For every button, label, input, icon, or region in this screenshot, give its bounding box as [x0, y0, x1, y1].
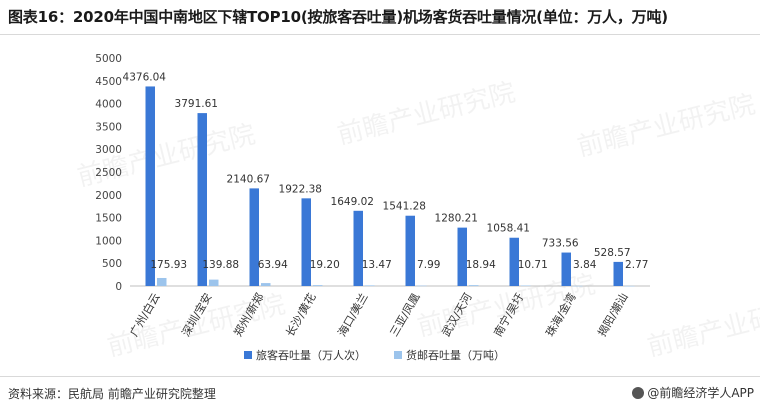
- passenger-bar: [457, 227, 467, 286]
- passenger-bar: [353, 210, 363, 286]
- y-tick-label: 2000: [95, 190, 122, 202]
- passenger-value-label: 4376.04: [123, 71, 167, 83]
- y-tick-label: 1000: [95, 235, 122, 247]
- footer: 资料来源：民航局 前瞻产业研究院整理 @前瞻经济学人APP: [0, 376, 760, 411]
- passenger-value-label: 2140.67: [227, 173, 270, 185]
- cargo-bar: [417, 285, 427, 287]
- passenger-bar: [197, 113, 207, 286]
- passenger-bar: [509, 237, 519, 286]
- y-tick-label: 3000: [95, 144, 122, 156]
- y-tick-label: 4500: [95, 76, 122, 88]
- passenger-value-label: 1922.38: [279, 183, 322, 195]
- passenger-value-label: 1649.02: [331, 196, 374, 208]
- source-note: 资料来源：民航局 前瞻产业研究院整理: [8, 387, 216, 401]
- legend-swatch-cargo: [394, 351, 402, 359]
- y-tick-label: 1500: [95, 213, 122, 225]
- cargo-value-label: 3.84: [573, 259, 597, 271]
- cargo-value-label: 19.20: [310, 259, 340, 271]
- brand-text: @前瞻经济学人APP: [647, 386, 754, 400]
- cargo-value-label: 18.94: [466, 259, 496, 271]
- title-divider: [0, 34, 760, 35]
- cargo-value-label: 2.77: [625, 259, 648, 271]
- y-tick-label: 0: [115, 281, 122, 293]
- passenger-bar: [561, 252, 571, 286]
- y-tick-label: 5000: [95, 53, 122, 65]
- y-tick-label: 2500: [95, 167, 122, 179]
- cargo-value-label: 175.93: [150, 259, 187, 271]
- legend-swatch-passenger: [244, 351, 252, 359]
- cargo-value-label: 13.47: [362, 259, 392, 271]
- y-tick-label: 3500: [95, 121, 122, 133]
- passenger-value-label: 528.57: [594, 247, 631, 259]
- watermark-text: 前瞻产业研究院: [644, 290, 760, 363]
- cargo-bar: [157, 277, 167, 286]
- passenger-bar: [145, 86, 155, 286]
- passenger-value-label: 733.56: [542, 238, 579, 250]
- cargo-value-label: 7.99: [417, 259, 440, 271]
- passenger-value-label: 1058.41: [487, 223, 530, 235]
- x-category-label: 揭阳/潮汕: [595, 291, 631, 339]
- cargo-value-label: 139.88: [202, 259, 239, 271]
- passenger-value-label: 1541.28: [383, 201, 426, 213]
- cargo-bar: [365, 285, 375, 286]
- cargo-bar: [209, 279, 219, 286]
- cargo-bar: [521, 285, 531, 287]
- passenger-value-label: 3791.61: [175, 98, 218, 110]
- y-tick-label: 500: [102, 258, 122, 270]
- cargo-value-label: 63.94: [258, 259, 288, 271]
- brand-credit: @前瞻经济学人APP: [632, 384, 754, 401]
- watermark-text: 前瞻产业研究院: [574, 90, 758, 163]
- cargo-value-label: 10.71: [518, 259, 548, 271]
- passenger-bar: [249, 188, 259, 286]
- x-category-label: 长沙/黄花: [283, 291, 319, 339]
- passenger-value-label: 1280.21: [435, 213, 478, 225]
- y-tick-label: 4000: [95, 99, 122, 111]
- brand-logo-icon: [632, 387, 645, 399]
- cargo-bar: [573, 285, 583, 287]
- watermark-text: 前瞻产业研究院: [334, 78, 518, 151]
- passenger-bar: [613, 261, 623, 286]
- passenger-bar: [405, 215, 415, 286]
- passenger-bar: [301, 198, 311, 286]
- legend-label-cargo: 货邮吞吐量（万吨）: [406, 348, 505, 362]
- cargo-bar: [469, 285, 479, 286]
- cargo-bar: [261, 283, 271, 286]
- cargo-bar: [313, 285, 323, 286]
- cargo-bar: [625, 285, 635, 287]
- chart-title: 图表16：2020年中国中南地区下辖TOP10(按旅客吞吐量)机场客货吞吐量情况…: [8, 8, 668, 26]
- x-category-label: 海口/美兰: [335, 291, 371, 339]
- legend-label-passenger: 旅客吞吐量（万人次）: [256, 348, 366, 362]
